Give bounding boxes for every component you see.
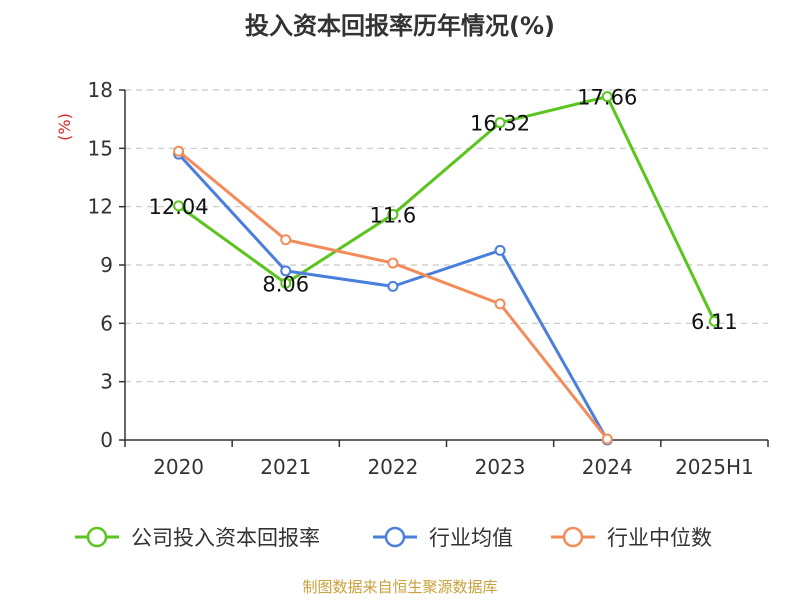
series-layer bbox=[173, 91, 720, 446]
data-point bbox=[494, 117, 506, 129]
data-labels: 12.04 8.06 11.6 16.32 17.66 6.11 bbox=[149, 86, 738, 335]
legend-swatch-marker bbox=[86, 526, 108, 548]
data-point bbox=[601, 433, 613, 445]
data-point bbox=[494, 298, 506, 310]
data-point bbox=[708, 315, 720, 327]
legend-item-2: 行业均值 bbox=[373, 526, 513, 550]
x-tick-label: 2024 bbox=[582, 455, 633, 479]
data-label: 6.11 bbox=[691, 310, 738, 334]
data-label: 11.6 bbox=[370, 203, 417, 227]
y-tick-label: 12 bbox=[88, 195, 113, 219]
series-line bbox=[177, 95, 716, 322]
data-point bbox=[387, 208, 399, 220]
data-label: 12.04 bbox=[149, 195, 209, 219]
y-tick-label: 6 bbox=[100, 311, 113, 335]
data-label: 8.06 bbox=[262, 272, 309, 296]
series-2 bbox=[173, 148, 613, 446]
x-tick-label: 2021 bbox=[260, 455, 311, 479]
x-tick-label: 2023 bbox=[475, 455, 526, 479]
x-tick-label: 2022 bbox=[367, 455, 418, 479]
data-point bbox=[387, 280, 399, 292]
data-point bbox=[280, 265, 292, 277]
data-point bbox=[280, 234, 292, 246]
series-line bbox=[177, 150, 609, 440]
legend-label: 行业中位数 bbox=[607, 526, 712, 550]
data-point bbox=[173, 200, 185, 212]
legend-label: 行业均值 bbox=[429, 526, 513, 550]
y-tick-label: 0 bbox=[100, 428, 113, 452]
source-note: 制图数据来自恒生聚源数据库 bbox=[302, 578, 497, 596]
data-label: 17.66 bbox=[577, 86, 637, 110]
series-line bbox=[177, 153, 609, 441]
legend-item-3: 行业中位数 bbox=[551, 526, 712, 550]
x-tick-label: 2020 bbox=[153, 455, 204, 479]
series-1 bbox=[173, 91, 720, 327]
legend-label: 公司投入资本回报率 bbox=[131, 526, 320, 550]
y-axis-unit: (%) bbox=[55, 113, 74, 141]
legend-item-1: 公司投入资本回报率 bbox=[75, 526, 320, 550]
x-tick-label: 2025H1 bbox=[675, 455, 754, 479]
data-point bbox=[280, 277, 292, 289]
data-point bbox=[387, 257, 399, 269]
gridlines bbox=[125, 89, 768, 383]
y-tick-label: 9 bbox=[100, 253, 113, 277]
y-tick-label: 18 bbox=[88, 78, 113, 102]
data-label: 16.32 bbox=[470, 112, 530, 136]
chart-title: 投入资本回报率历年情况(%) bbox=[245, 12, 555, 40]
legend: 公司投入资本回报率 行业均值 行业中位数 bbox=[75, 526, 712, 550]
data-point bbox=[601, 91, 613, 103]
legend-swatch-marker bbox=[384, 526, 406, 548]
axes: 0 3 6 9 12 15 18 2020 2021 2022 2023 2024 2025H1 bbox=[88, 78, 769, 479]
y-tick-label: 3 bbox=[100, 370, 113, 394]
data-point bbox=[173, 145, 185, 157]
data-point bbox=[494, 244, 506, 256]
y-tick-label: 15 bbox=[88, 136, 113, 160]
legend-swatch-marker bbox=[562, 526, 584, 548]
series-3 bbox=[173, 145, 613, 445]
